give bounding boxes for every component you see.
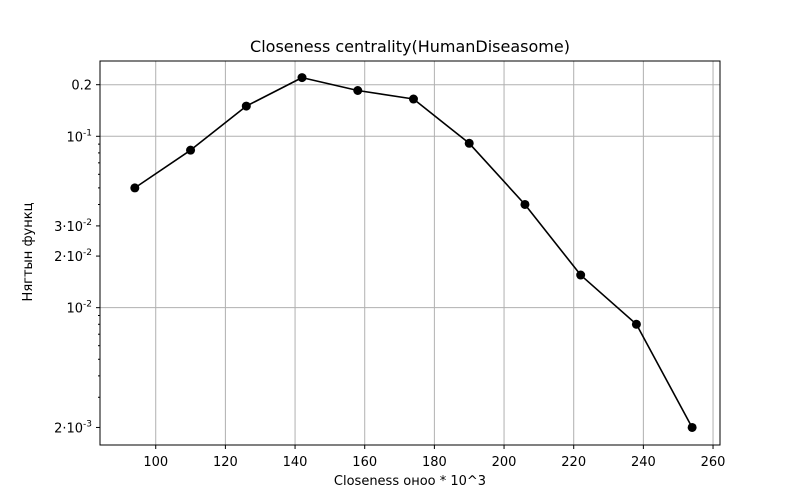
y-tick-label: 2·10-2 (54, 248, 92, 265)
axes: 100 120 140 160 180 200 220 240 260 0.2 10-1 3·10-2… (54, 79, 725, 470)
data-point (297, 73, 307, 83)
plot-frame (99, 60, 721, 446)
data-point (241, 101, 251, 111)
data-point (631, 319, 641, 329)
data-point (464, 138, 474, 148)
y-tick-label: 0.2 (71, 79, 92, 94)
x-tick-label: 140 (283, 455, 308, 470)
data-point (186, 145, 196, 155)
y-axis-label: Нягтын функц (21, 202, 36, 301)
y-tick-label: 10-1 (66, 128, 92, 145)
data-point (353, 86, 363, 96)
data-point (576, 270, 586, 280)
x-axis-label: Closeness оноо * 10^3 (334, 474, 486, 489)
grid-lines (100, 61, 720, 445)
data-point (687, 422, 697, 432)
series-line (134, 76, 693, 428)
data-point (520, 199, 530, 209)
x-tick-label: 260 (701, 455, 726, 470)
x-tick-label: 200 (492, 455, 517, 470)
x-tick-label: 240 (631, 455, 656, 470)
y-tick-label: 2·10-3 (54, 419, 92, 436)
x-tick-label: 180 (422, 455, 447, 470)
series-layer (130, 73, 697, 432)
y-tick-label: 10-2 (66, 300, 92, 317)
x-tick-label: 220 (561, 455, 586, 470)
data-point (408, 94, 418, 104)
x-tick-label: 120 (213, 455, 238, 470)
y-tick-label: 3·10-2 (54, 218, 92, 235)
chart-title: Closeness centrality(HumanDiseasome) (250, 37, 570, 56)
x-tick-label: 160 (352, 455, 377, 470)
x-tick-label: 100 (143, 455, 168, 470)
data-point (130, 183, 140, 193)
